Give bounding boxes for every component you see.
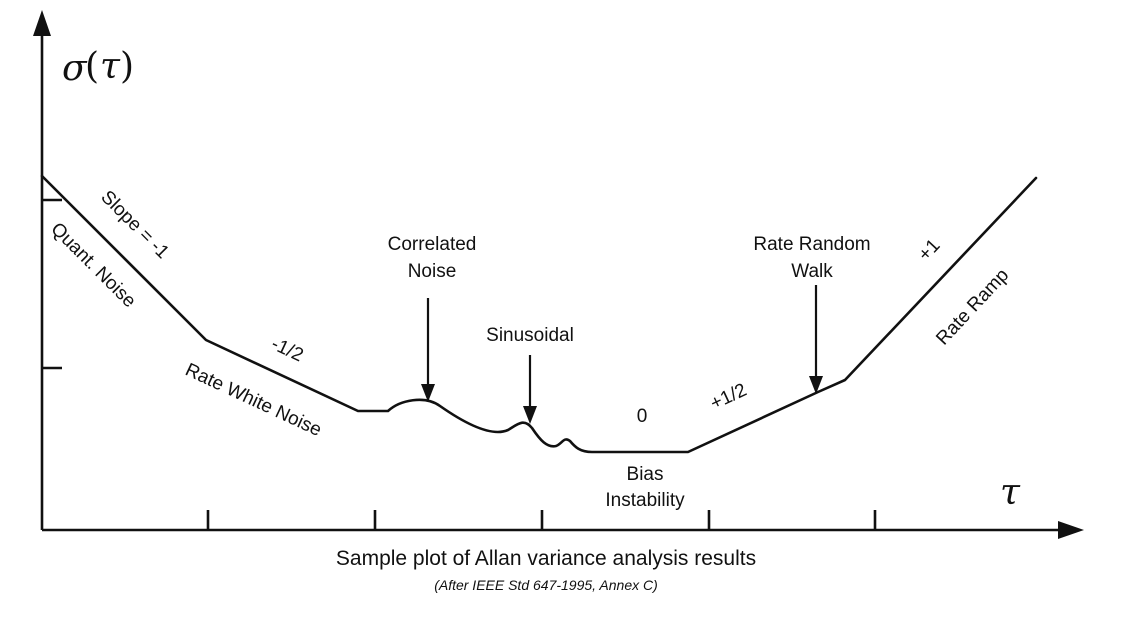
correlated-noise-arrowhead [421,384,435,402]
caption-source: (After IEEE Std 647-1995, Annex C) [434,577,658,593]
label-slope-pos1: +1 [914,235,944,265]
label-correlated-noise-line2: Noise [408,261,457,282]
y-axis-arrowhead [33,10,51,36]
label-bias-instability-line2: Instability [605,490,685,511]
label-correlated-noise-line1: Correlated [388,234,477,255]
label-rate-white-noise: Rate White Noise [182,359,325,441]
label-quant-noise: Quant. Noise [46,219,139,312]
sinusoidal-arrowhead [523,406,537,424]
label-rate-random-walk-line2: Walk [791,261,833,282]
label-rate-ramp: Rate Ramp [932,265,1013,350]
caption-title: Sample plot of Allan variance analysis r… [336,547,756,570]
y-axis-open-paren: ( [85,46,99,87]
rate-random-walk-arrowhead [809,376,823,394]
label-slope-zero: 0 [637,406,648,427]
label-slope-neg1: Slope = -1 [96,187,172,263]
label-rate-random-walk-line1: Rate Random [753,234,870,255]
y-axis-tau: τ [100,46,121,87]
label-sinusoidal: Sinusoidal [486,325,574,346]
y-axis-sigma: σ [62,48,88,89]
label-bias-instability-line1: Bias [627,464,664,485]
allan-deviation-curve [40,174,1038,454]
x-axis-arrowhead [1058,521,1084,539]
label-slope-neg-half: -1/2 [268,333,307,366]
label-slope-pos-half: +1/2 [707,380,750,415]
y-axis-close-paren: ) [120,46,134,87]
x-axis-tau: τ [1000,472,1021,513]
